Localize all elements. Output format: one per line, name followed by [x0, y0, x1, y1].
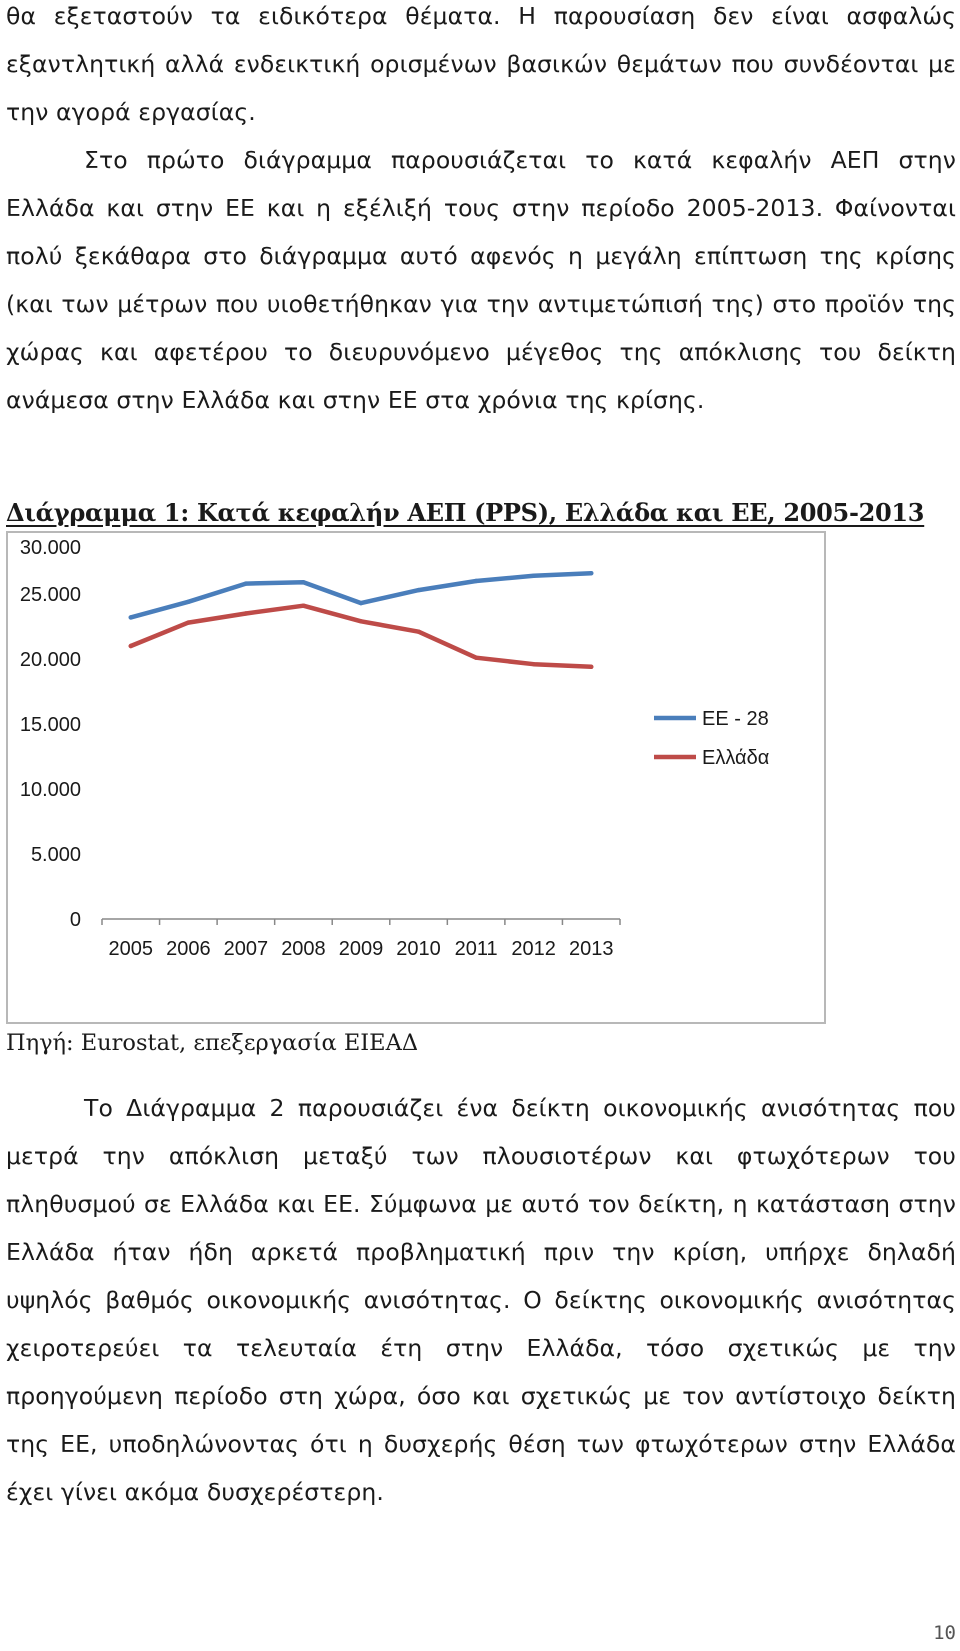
- data-point: [128, 643, 133, 649]
- x-tick-label: 2006: [166, 938, 211, 960]
- data-point: [531, 573, 536, 578]
- data-point: [186, 599, 191, 604]
- x-tick-label: 2010: [396, 938, 441, 960]
- data-point: [243, 581, 249, 586]
- x-tick-label: 2008: [281, 938, 326, 960]
- y-tick-label: 5.000: [31, 844, 81, 866]
- data-point: [416, 629, 421, 634]
- y-tick-label: 25.000: [20, 584, 81, 606]
- intro-paragraph-part-a: θα εξεταστούν τα ειδικότερα θέματα. Η πα…: [6, 2, 956, 126]
- data-point: [301, 580, 306, 585]
- legend-label: ΕΕ - 28: [702, 708, 769, 730]
- y-tick-label: 15.000: [20, 714, 81, 736]
- data-point: [589, 664, 594, 669]
- data-point: [358, 619, 364, 624]
- x-tick-label: 2013: [569, 938, 614, 960]
- second-paragraph: Το Διάγραμμα 2 παρουσιάζει ένα δείκτη οι…: [6, 1084, 956, 1516]
- source-note: Πηγή: Eurostat, επεξεργασία ΕΙΕΑΔ: [6, 1030, 419, 1056]
- y-tick-label: 20.000: [20, 649, 81, 671]
- series-line-ee28: [128, 570, 594, 620]
- data-point: [186, 620, 191, 625]
- data-point: [473, 578, 479, 584]
- x-tick-label: 2007: [224, 938, 269, 960]
- gdp-line-chart: 0 5.000 10.000 15.000 20.000 25.000 30.000 2005…: [20, 537, 769, 960]
- data-point: [531, 662, 536, 667]
- chart-caption: Διάγραμμα 1: Κατά κεφαλήν ΑΕΠ (PPS), Ελλ…: [6, 498, 925, 527]
- second-paragraph-text: Το Διάγραμμα 2 παρουσιάζει ένα δείκτη οι…: [6, 1094, 956, 1506]
- data-point: [416, 587, 421, 593]
- series-line-ellada: [128, 603, 594, 670]
- data-point: [358, 600, 364, 606]
- data-point: [473, 655, 479, 660]
- legend-label: Ελλάδα: [702, 747, 769, 769]
- y-tick-label: 30.000: [20, 537, 81, 559]
- data-point: [243, 611, 249, 616]
- intro-paragraph-part-b: Στο πρώτο διάγραμμα παρουσιάζεται το κατ…: [6, 146, 956, 414]
- y-tick-label: 10.000: [20, 779, 81, 801]
- chart-container: 0 5.000 10.000 15.000 20.000 25.000 30.000 2005…: [6, 531, 826, 1024]
- data-point: [589, 571, 594, 576]
- x-tick-label: 2011: [455, 938, 498, 960]
- data-point: [128, 615, 133, 620]
- x-tick-label: 2012: [511, 938, 556, 960]
- y-tick-label: 0: [70, 909, 81, 931]
- page-number: 10: [933, 1622, 956, 1644]
- x-tick-label: 2009: [339, 938, 384, 960]
- intro-paragraph: θα εξεταστούν τα ειδικότερα θέματα. Η πα…: [6, 0, 956, 424]
- x-tick-label: 2005: [109, 938, 154, 960]
- data-point: [301, 603, 306, 608]
